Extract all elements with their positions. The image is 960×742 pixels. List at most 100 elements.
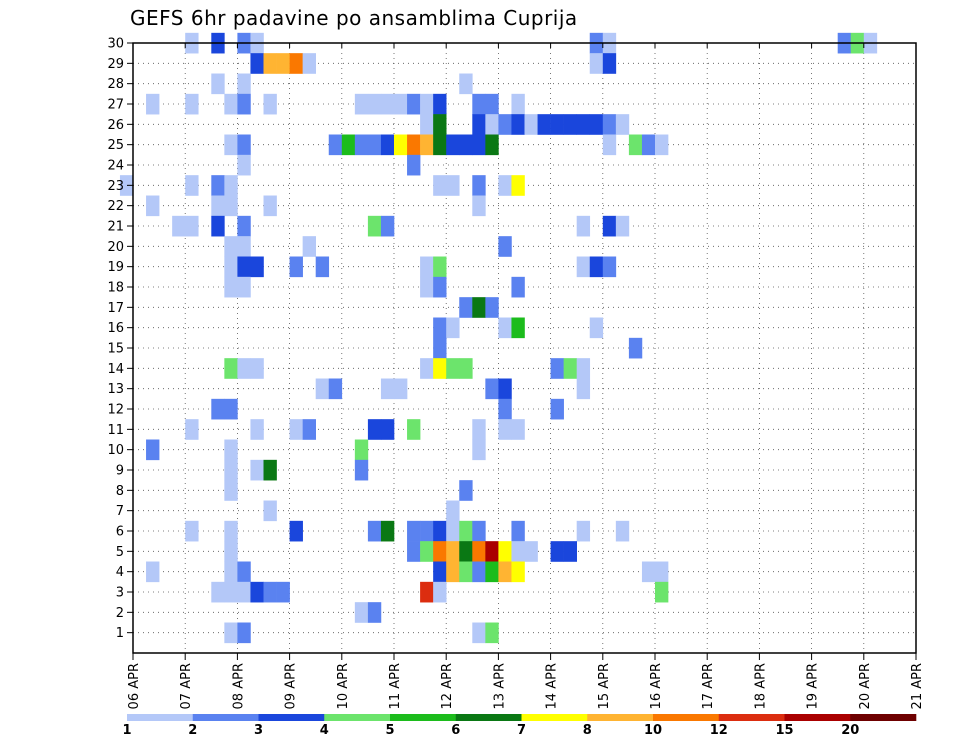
heatmap-cell [237,256,251,278]
y-tick-label: 20 [107,240,124,255]
y-tick-label: 3 [116,586,124,601]
heatmap-cell [472,175,486,196]
heatmap-cell [498,114,512,135]
heatmap-cell [472,93,486,115]
heatmap-cell [146,439,160,461]
y-tick-label: 19 [107,260,124,275]
heatmap-cell [407,541,421,562]
heatmap-cell [433,317,447,339]
heatmap-cell [224,622,238,644]
heatmap-cell [211,398,225,420]
heatmap-cell [446,500,460,522]
heatmap-cell [446,561,460,583]
heatmap-cell [263,500,277,522]
y-tick-label: 9 [116,464,124,479]
heatmap-cell [511,419,525,440]
x-tick-label: 13 APR [492,663,507,709]
heatmap-cell [641,561,656,583]
heatmap-cell [315,378,330,400]
heatmap-cell [146,93,160,115]
heatmap-cell [367,520,382,542]
heatmap-cell [394,378,408,400]
y-tick-label: 21 [107,220,124,235]
y-tick-label: 15 [107,342,124,357]
y-tick-label: 1 [116,626,124,641]
heatmap-cell [146,195,160,217]
heatmap-cell [446,541,460,562]
heatmap-cell [550,114,564,135]
y-tick-label: 27 [107,98,124,113]
heatmap-cell [302,419,316,440]
heatmap-cell [433,175,447,196]
heatmap-cell [459,561,473,583]
heatmap-cell [224,439,238,461]
heatmap-cell [185,520,199,542]
heatmap-cell [576,215,591,237]
heatmap-cell [589,114,604,135]
heatmap-cell [146,561,160,583]
heatmap-cell [237,358,251,379]
colorbar-label: 2 [188,723,197,738]
heatmap-cell [446,134,460,156]
colorbar-swatch [258,714,325,721]
heatmap-cell [472,561,486,583]
heatmap-cell [602,256,617,278]
heatmap-cell [589,256,604,278]
heatmap-cell [433,276,447,298]
heatmap-cell [341,134,356,156]
colorbar-label: 3 [254,723,263,738]
heatmap-cell [576,358,591,379]
heatmap-cell [211,195,225,217]
heatmap-cell [472,541,486,562]
y-tick-label: 5 [116,545,124,560]
colorbar-label: 5 [385,723,394,738]
heatmap-cell [224,541,238,562]
y-tick-label: 4 [116,565,124,580]
heatmap-cell [237,236,251,257]
colorbar-label: 15 [775,723,793,738]
y-tick-label: 11 [107,423,124,438]
heatmap-cell [576,378,591,400]
heatmap-cell [224,276,238,298]
y-tick-label: 23 [107,179,124,194]
heatmap-cell [472,114,486,135]
x-tick-label: 12 APR [440,663,455,709]
heatmap-cell [459,134,473,156]
heatmap-cell [459,541,473,562]
heatmap-cell [354,134,369,156]
heatmap-cell [224,480,238,501]
heatmap-cell [250,459,264,481]
heatmap-cell [420,93,434,115]
heatmap-cell [289,520,303,542]
heatmap-cell [224,134,238,156]
colorbar-swatch [521,714,588,721]
heatmap-cell [433,581,447,603]
heatmap-cell [446,175,460,196]
heatmap-cell [185,93,199,115]
heatmap-cell [407,520,421,542]
heatmap-cells [119,32,878,644]
heatmap-cell [289,53,303,74]
heatmap-cell [459,480,473,501]
y-tick-label: 17 [107,301,124,316]
heatmap-cell [615,215,630,237]
heatmap-cell [250,53,264,74]
colorbar-label: 20 [841,723,859,738]
heatmap-cell [328,378,343,400]
y-tick-label: 30 [107,37,124,52]
heatmap-cell [563,541,577,562]
heatmap-cell [263,93,277,115]
heatmap-cell [367,419,382,440]
y-tick-label: 6 [116,525,124,540]
colorbar-label: 8 [583,723,592,738]
heatmap-cell [119,175,134,196]
heatmap-cell [524,541,538,562]
x-tick-label: 21 APR [910,663,925,709]
heatmap-cell [472,520,486,542]
x-tick-label: 17 APR [701,663,716,709]
colorbar-swatch [587,714,654,721]
heatmap-cell [367,602,382,623]
heatmap-cell [276,53,290,74]
colorbar-swatch [653,714,720,721]
heatmap-cell [263,581,277,603]
